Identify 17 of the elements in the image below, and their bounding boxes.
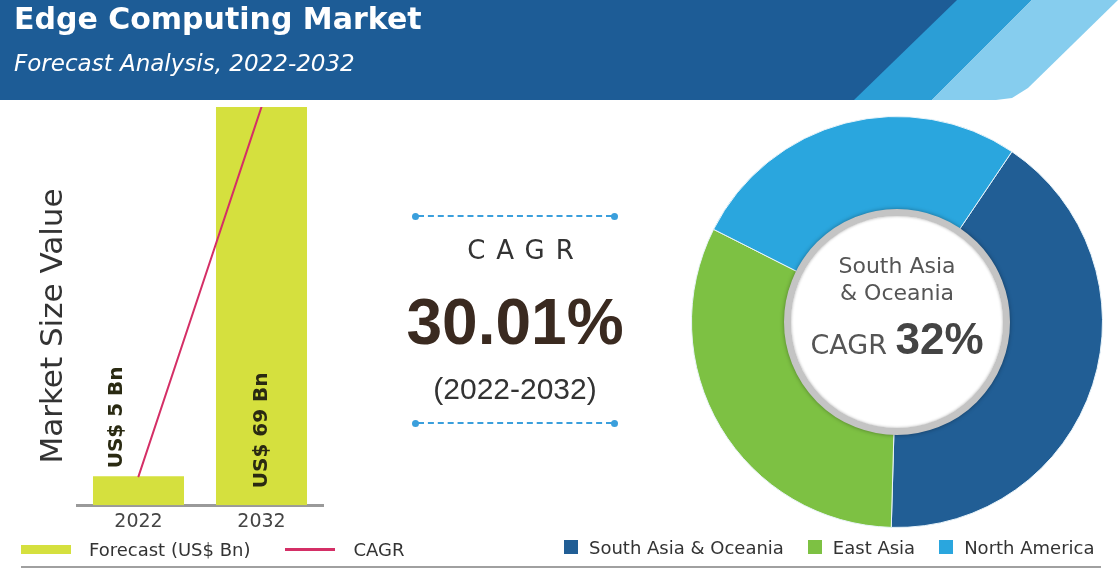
- legend-label: CAGR: [353, 538, 405, 560]
- text: CAGR: [467, 235, 585, 265]
- legend-label: Forecast (US$ Bn): [89, 538, 251, 560]
- text: CAGR 32%: [810, 314, 984, 363]
- text: South Asia & Oceania: [838, 253, 956, 305]
- legend-label: South Asia & Oceania: [589, 536, 784, 558]
- legend-label: East Asia: [832, 536, 916, 558]
- data-label: US$ 5 Bn: [102, 366, 127, 469]
- chart-title: Edge Computing Market: [14, 1, 422, 36]
- text: (2022-2032): [433, 372, 597, 405]
- legend-label: North America: [964, 536, 1095, 558]
- text: 30.01%: [406, 286, 624, 358]
- data-label: US$ 69 Bn: [247, 372, 272, 489]
- chart-subtitle: Forecast Analysis, 2022-2032: [14, 50, 355, 76]
- x-tick-label: 2032: [237, 508, 286, 531]
- y-axis-title: Market Size Value: [33, 188, 69, 464]
- x-tick-label: 2022: [114, 508, 163, 531]
